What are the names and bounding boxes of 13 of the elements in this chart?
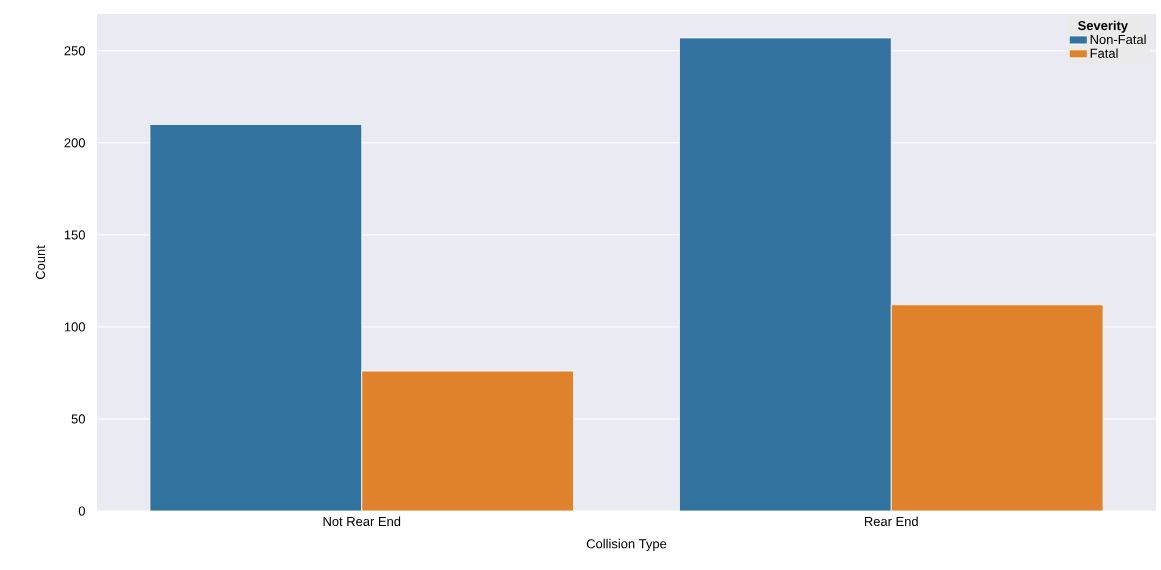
legend-label: Non-Fatal bbox=[1090, 34, 1146, 45]
x-tick-label: Not Rear End bbox=[323, 516, 401, 527]
y-axis-title: Count bbox=[35, 245, 46, 280]
y-tick-label: 50 bbox=[71, 414, 85, 424]
y-tick-label: 0 bbox=[78, 506, 85, 516]
x-axis-title: Collision Type bbox=[586, 538, 667, 551]
legend-title: Severity bbox=[1078, 20, 1128, 33]
y-tick-label: 100 bbox=[64, 322, 85, 332]
legend-label: Fatal bbox=[1090, 48, 1118, 58]
y-tick-label: 200 bbox=[64, 138, 85, 148]
y-tick-label: 250 bbox=[64, 46, 85, 56]
y-tick-label: 150 bbox=[64, 230, 85, 240]
x-tick-label: Rear End bbox=[864, 516, 918, 527]
